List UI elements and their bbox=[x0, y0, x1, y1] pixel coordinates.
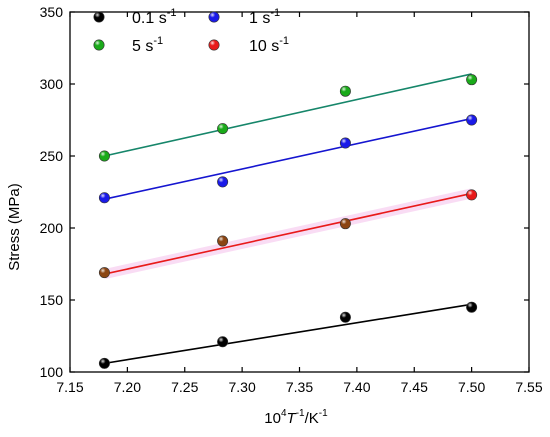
legend-item: 5 s-1 bbox=[93, 35, 163, 55]
x-axis-label-sup3: -1 bbox=[319, 408, 328, 419]
x-axis-label-rest: /K bbox=[305, 410, 319, 427]
x-tick-label: 7.55 bbox=[515, 379, 542, 395]
y-tick-label: 150 bbox=[40, 292, 64, 308]
y-tick-label: 250 bbox=[40, 148, 64, 164]
y-tick-label: 100 bbox=[40, 364, 64, 380]
x-tick-label: 7.45 bbox=[401, 379, 428, 395]
fit-lines bbox=[103, 73, 473, 365]
fit-line-0 bbox=[104, 303, 472, 365]
y-tick-label: 350 bbox=[40, 4, 64, 20]
x-axis-label-sup: 4 bbox=[281, 408, 287, 419]
x-axis-label-base: 10 bbox=[264, 410, 281, 427]
data-point bbox=[217, 176, 229, 188]
legend-label: 0.1 s-1 bbox=[132, 7, 176, 27]
fit-line-1 bbox=[104, 73, 472, 157]
x-tick-label: 7.50 bbox=[458, 379, 485, 395]
legend-item: 10 s-1 bbox=[208, 35, 289, 55]
y-axis-label: Stress (MPa) bbox=[6, 183, 23, 271]
x-tick-label: 7.40 bbox=[343, 379, 370, 395]
data-point bbox=[217, 235, 229, 247]
x-tick-label: 7.20 bbox=[114, 379, 141, 395]
legend-label: 10 s-1 bbox=[249, 35, 289, 55]
data-point bbox=[217, 123, 229, 135]
data-point bbox=[339, 85, 351, 97]
legend-item: 1 s-1 bbox=[208, 7, 280, 27]
plot-axes: 7.15 7.20 7.25 7.30 7.35 7.40 7.45 7.50 7.55 100 1… bbox=[40, 4, 543, 395]
data-point bbox=[217, 336, 229, 348]
y-tick-label: 300 bbox=[40, 76, 64, 92]
data-point bbox=[98, 357, 110, 369]
legend-item: 0.1 s-1 bbox=[93, 7, 176, 27]
data-point bbox=[98, 267, 110, 279]
x-axis-label-sup2: -1 bbox=[296, 408, 305, 419]
data-point bbox=[339, 311, 351, 323]
x-tick-label: 7.25 bbox=[171, 379, 198, 395]
legend-label: 1 s-1 bbox=[249, 7, 280, 27]
fit-line-2 bbox=[104, 117, 472, 200]
legend: 0.1 s-1 1 s-1 5 s-1 10 s-1 bbox=[93, 7, 289, 55]
x-tick-label: 7.35 bbox=[286, 379, 313, 395]
y-tick-label: 200 bbox=[40, 220, 64, 236]
data-point bbox=[466, 301, 478, 313]
data-point bbox=[98, 192, 110, 204]
data-point bbox=[339, 218, 351, 230]
data-point bbox=[339, 137, 351, 149]
data-point bbox=[466, 74, 478, 86]
data-points bbox=[98, 74, 478, 369]
x-tick-label: 7.30 bbox=[229, 379, 256, 395]
x-tick-label: 7.15 bbox=[56, 379, 83, 395]
data-point bbox=[466, 114, 478, 126]
data-point bbox=[98, 150, 110, 162]
x-axis-label-var: T bbox=[287, 410, 298, 427]
legend-label: 5 s-1 bbox=[132, 35, 163, 55]
x-axis-label: 104T-1/K-1 bbox=[264, 408, 328, 427]
data-point bbox=[466, 189, 478, 201]
fit-line-3 bbox=[104, 192, 472, 275]
